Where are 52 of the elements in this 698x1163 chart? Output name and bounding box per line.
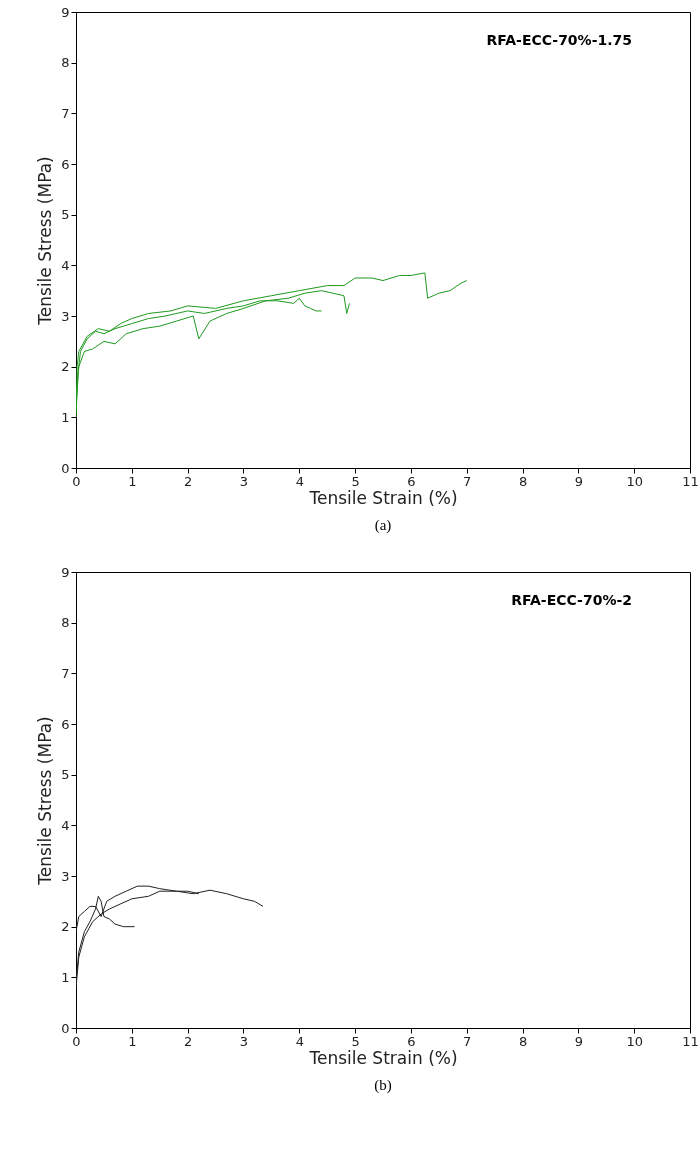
x-tick-label: 7 bbox=[463, 473, 472, 489]
x-tick-label: 11 bbox=[682, 1033, 698, 1049]
text: (a) bbox=[374, 517, 392, 534]
x-tick-label: 6 bbox=[407, 473, 416, 489]
x-tick-label: 8 bbox=[518, 1033, 528, 1049]
x-tick-label: 9 bbox=[574, 473, 583, 489]
x-tick-label: 1 bbox=[128, 473, 137, 489]
y-tick-label: 3 bbox=[61, 868, 70, 884]
x-tick-label: 0 bbox=[72, 473, 81, 489]
y-axis-title: Tensile Stress (MPa) bbox=[35, 716, 56, 886]
y-tick-label: 0 bbox=[61, 460, 70, 476]
x-tick-label: 2 bbox=[184, 1033, 193, 1049]
x-tick-label: 0 bbox=[72, 1033, 81, 1049]
x-tick-label: 10 bbox=[626, 473, 643, 489]
annotation: RFA-ECC-70%-2 bbox=[511, 592, 632, 608]
x-tick-label: 5 bbox=[351, 1033, 360, 1049]
y-tick-label: 6 bbox=[61, 156, 70, 172]
text: (b) bbox=[374, 1077, 392, 1094]
annotation: RFA-ECC-70%-1.75 bbox=[486, 32, 632, 48]
x-tick-label: 8 bbox=[518, 473, 528, 489]
y-tick-label: 8 bbox=[61, 55, 70, 71]
x-tick-label: 6 bbox=[407, 1033, 416, 1049]
x-tick-label: 2 bbox=[184, 473, 193, 489]
y-tick-label: 0 bbox=[61, 1020, 70, 1036]
y-tick-label: 9 bbox=[61, 564, 70, 580]
x-tick-label: 7 bbox=[463, 1033, 472, 1049]
y-tick-label: 5 bbox=[61, 767, 70, 783]
x-tick-label: 9 bbox=[574, 1033, 583, 1049]
y-tick-label: 4 bbox=[61, 257, 70, 273]
x-tick-label: 3 bbox=[239, 473, 249, 489]
y-tick-label: 1 bbox=[61, 969, 70, 985]
x-tick-label: 11 bbox=[682, 473, 698, 489]
x-tick-label: 5 bbox=[351, 473, 360, 489]
x-axis-title: Tensile Strain (%) bbox=[308, 487, 458, 508]
y-tick-label: 9 bbox=[61, 4, 70, 20]
y-tick-label: 6 bbox=[61, 716, 70, 732]
x-axis-title: Tensile Strain (%) bbox=[308, 1047, 458, 1068]
x-tick-label: 1 bbox=[128, 1033, 137, 1049]
y-tick-label: 8 bbox=[61, 615, 70, 631]
y-tick-label: 7 bbox=[61, 665, 70, 681]
x-tick-label: 4 bbox=[295, 473, 304, 489]
y-tick-label: 3 bbox=[61, 308, 70, 324]
y-axis-title: Tensile Stress (MPa) bbox=[35, 156, 56, 326]
x-tick-label: 10 bbox=[626, 1033, 643, 1049]
y-tick-label: 1 bbox=[61, 409, 70, 425]
y-tick-label: 5 bbox=[61, 207, 70, 223]
y-tick-label: 2 bbox=[61, 359, 70, 375]
x-tick-label: 4 bbox=[295, 1033, 304, 1049]
x-tick-label: 3 bbox=[239, 1033, 249, 1049]
y-tick-label: 2 bbox=[61, 919, 70, 935]
y-tick-label: 7 bbox=[61, 105, 70, 121]
y-tick-label: 4 bbox=[61, 817, 70, 833]
